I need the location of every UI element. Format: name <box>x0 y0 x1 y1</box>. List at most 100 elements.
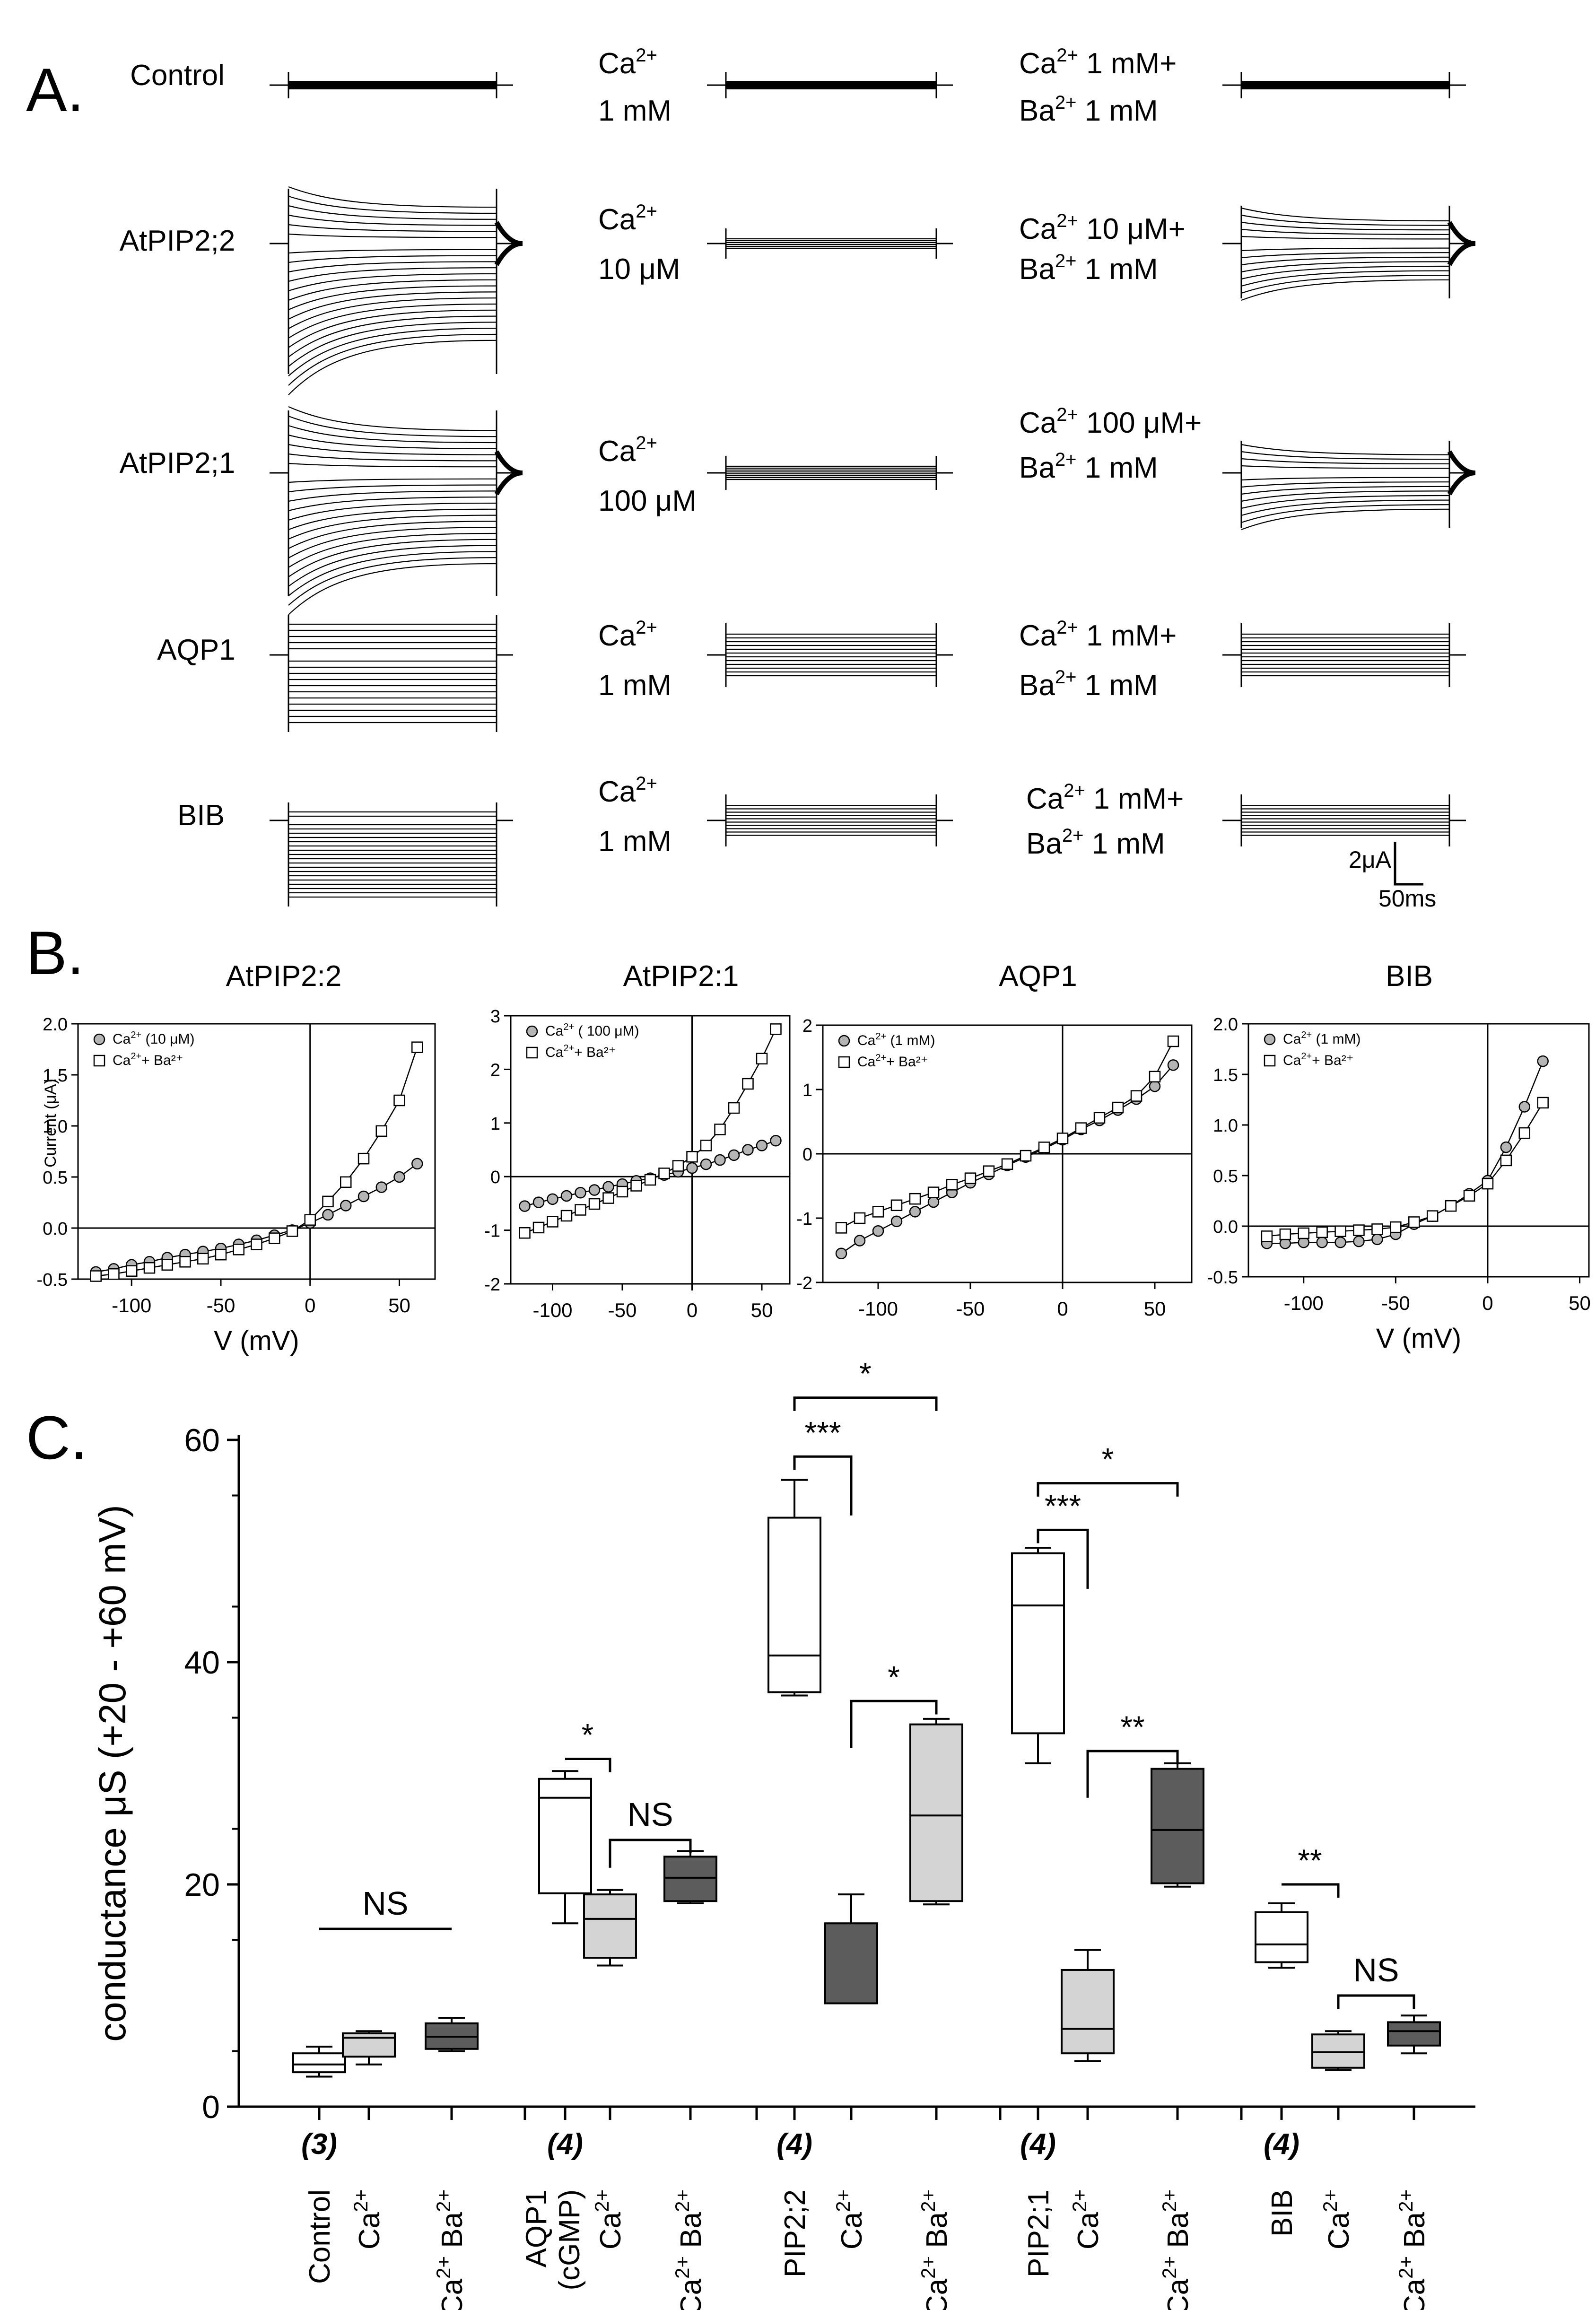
superscript: 2+ <box>636 433 657 453</box>
significance-bracket: *** <box>1037 1488 1089 1589</box>
data-point-circle <box>560 1190 573 1202</box>
text-span: BIB <box>1266 2189 1299 2237</box>
data-point-circle <box>1537 1055 1549 1067</box>
box-group-0: (3)Control Ca2+Ca2+ Ba2+ <box>292 2017 479 2310</box>
significance-label: * <box>888 1659 900 1694</box>
text-span: 1 mM <box>1076 253 1158 286</box>
y-tick-label: 60 <box>184 1422 220 1458</box>
data-point-square <box>1500 1154 1512 1167</box>
box-light <box>1061 1949 1115 2062</box>
y-tick-label: 1.0 <box>43 1117 68 1137</box>
significance-bracket: * <box>1037 1442 1179 1497</box>
right-condition-line-2: Ba2+ 1 mM <box>1019 449 1158 484</box>
data-point-circle <box>340 1200 352 1212</box>
box-dark <box>663 1850 717 1904</box>
data-point-square <box>872 1206 884 1218</box>
x-tick-label: -50 <box>608 1299 637 1321</box>
data-point-circle <box>519 1200 531 1212</box>
row-label-aqp1: AQP1 <box>157 634 235 666</box>
trace-group-r4-c1 <box>707 794 953 846</box>
box-group-2: (4)PIP2;2 Ca2+Ca2+ Ba2+ <box>767 1479 963 2310</box>
x-category-label: Ca2+ <box>349 2189 386 2249</box>
box-white <box>292 2046 346 2078</box>
text-span: 100 μM+ <box>1078 407 1202 439</box>
data-point-square <box>143 1262 156 1274</box>
superscript: 2+ <box>1056 210 1078 231</box>
data-point-square <box>251 1238 262 1250</box>
x-category-label: Ca2+ Ba2+ <box>917 2189 953 2310</box>
trace-group-r2-c0 <box>270 406 523 615</box>
data-point-square <box>560 1210 573 1222</box>
text-span: Ca <box>836 2212 868 2249</box>
data-point-circle <box>927 1196 940 1208</box>
text-span: Ba <box>1398 2212 1431 2256</box>
series-line-circle <box>96 1163 418 1273</box>
text-span: Ba <box>436 2212 469 2256</box>
data-point-circle <box>890 1215 903 1228</box>
data-point-circle <box>411 1158 423 1170</box>
scale-bar-time: 50ms <box>1378 885 1436 912</box>
legend-marker-square <box>1264 1055 1276 1067</box>
data-point-circle <box>714 1154 726 1166</box>
data-point-square <box>854 1212 866 1224</box>
text-span: Ba <box>1162 2212 1195 2256</box>
group-n-label: (3) <box>301 2128 337 2161</box>
data-point-square <box>1112 1101 1124 1114</box>
x-tick-label: -100 <box>112 1294 151 1316</box>
trace-group-r2-c1 <box>707 456 953 490</box>
text-span: Ca <box>857 1054 876 1070</box>
data-point-square <box>1353 1224 1365 1236</box>
text-span: Ca <box>545 1023 564 1039</box>
text-span: Ca <box>1026 783 1064 815</box>
data-point-square <box>672 1160 684 1172</box>
significance-bracket-line <box>1037 1482 1179 1497</box>
significance-bracket: ** <box>1086 1709 1179 1798</box>
superscript: 2+ <box>1056 617 1078 638</box>
box-iqr <box>1151 1768 1204 1884</box>
superscript: 2+ <box>671 2256 693 2279</box>
data-point-circle <box>588 1184 601 1196</box>
y-tick-label: 1.5 <box>1213 1065 1238 1085</box>
superscript: 2+ <box>917 2256 939 2279</box>
box-iqr <box>538 1778 592 1894</box>
superscript: 2+ <box>1158 2189 1180 2212</box>
row-label-atpip2-2: AtPIP2;2 <box>120 225 235 257</box>
x-tick-label: 50 <box>1144 1298 1166 1320</box>
legend-label: Ca2+ (1 mM) <box>1283 1030 1361 1047</box>
trace-sweeps <box>726 81 936 89</box>
superscript: 2+ <box>1056 404 1078 425</box>
x-tick-label: 0 <box>687 1299 698 1321</box>
iv-plot-frame <box>77 1023 436 1280</box>
trace-sweeps <box>726 633 936 677</box>
superscript: 2+ <box>1055 251 1077 271</box>
y-tick-label: 0.5 <box>1213 1167 1238 1186</box>
significance-bracket-line <box>793 1455 853 1516</box>
y-tick-label: 1 <box>802 1081 812 1100</box>
text-span: Ba <box>1019 95 1055 127</box>
trace-sweeps <box>288 623 497 724</box>
box-dark <box>1151 1762 1204 1888</box>
text-span: (1 mM) <box>886 1033 935 1048</box>
right-condition-line-1: Ca2+ 1 mM+ <box>1026 780 1184 815</box>
y-tick-label: 0.0 <box>1213 1217 1238 1237</box>
data-point-square <box>686 1151 698 1163</box>
data-point-circle <box>532 1196 545 1208</box>
text-span: Ca <box>1019 407 1057 439</box>
iv-y-axis-label: Current (μA) <box>42 1079 60 1168</box>
group-n-label: (4) <box>547 2128 583 2161</box>
superscript: 2+ <box>1055 92 1077 113</box>
text-span: + Ba²⁺ <box>141 1053 183 1068</box>
trace-sweeps <box>726 465 936 480</box>
data-point-square <box>358 1152 370 1165</box>
data-point-square <box>1167 1035 1179 1047</box>
data-point-square <box>1390 1221 1402 1233</box>
legend-marker-square <box>93 1055 105 1067</box>
x-category-label: Ca2+ Ba2+ <box>671 2189 707 2310</box>
data-point-square <box>286 1225 298 1237</box>
legend-marker-circle <box>526 1025 538 1037</box>
data-point-circle <box>835 1247 847 1260</box>
text-span: Ca <box>353 2212 386 2249</box>
data-point-square <box>1075 1122 1087 1134</box>
